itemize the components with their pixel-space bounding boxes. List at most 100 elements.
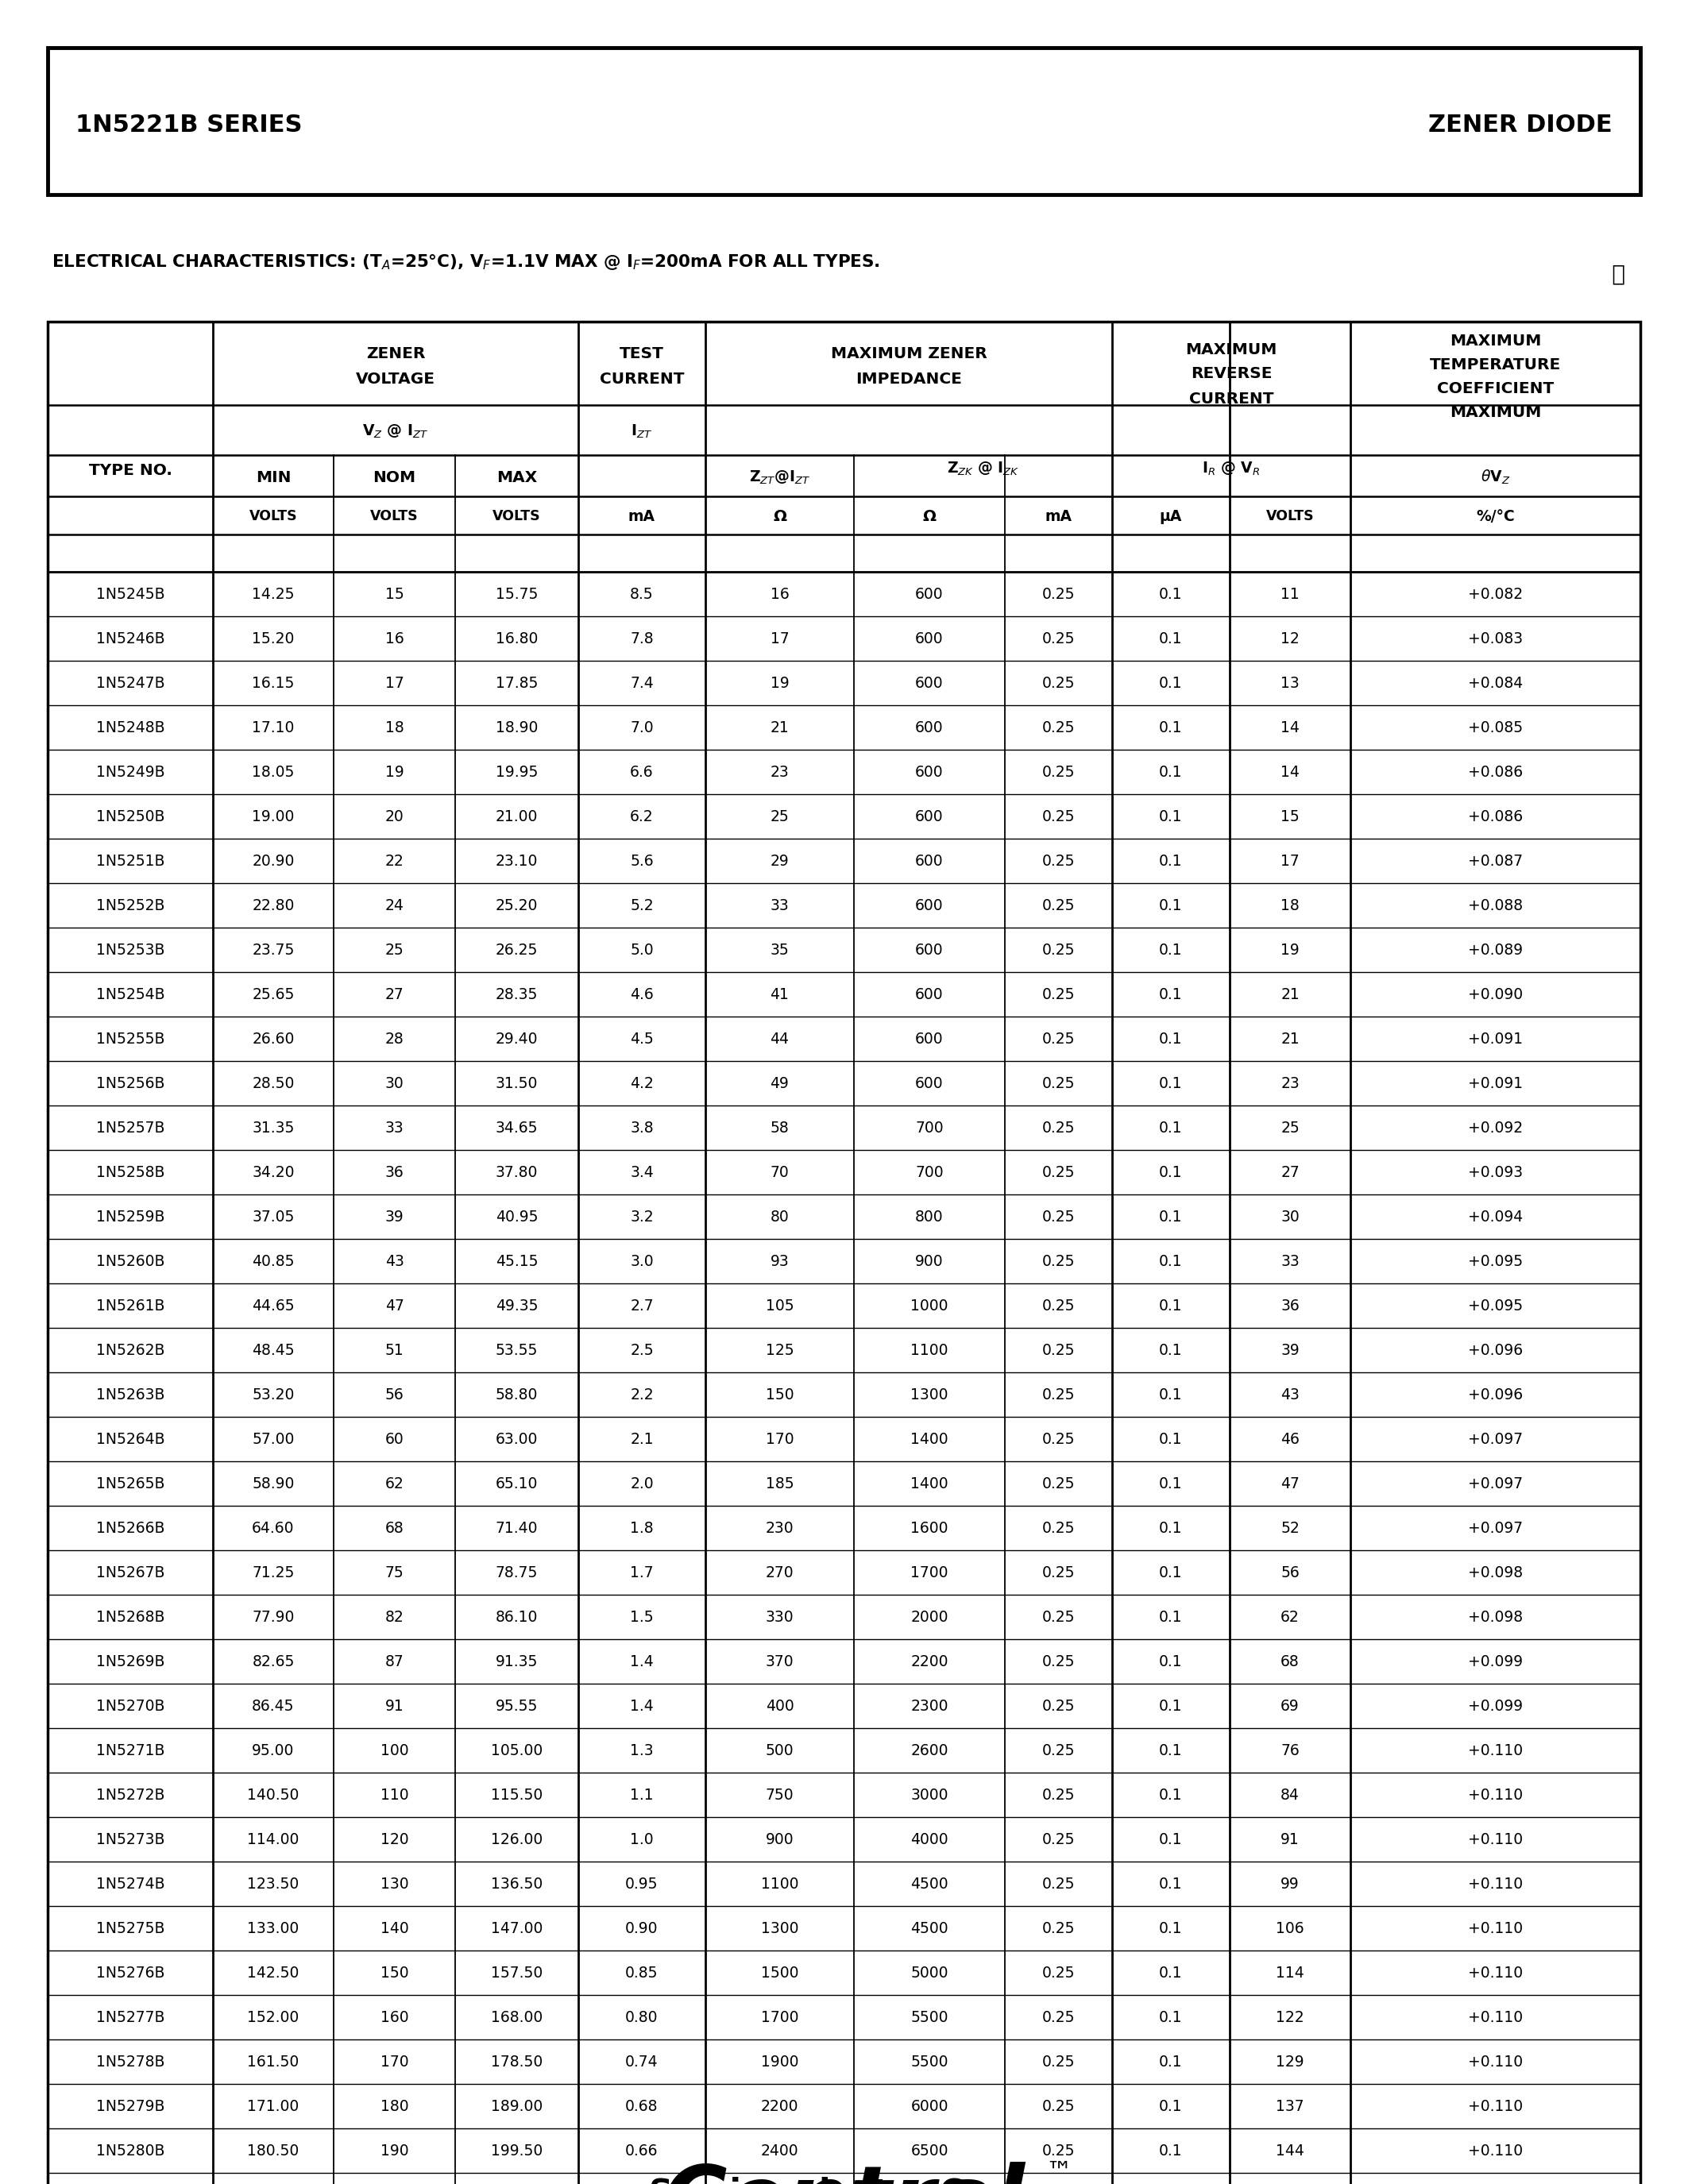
Text: +0.110: +0.110 — [1469, 2009, 1523, 2025]
Text: 700: 700 — [915, 1164, 944, 1179]
Text: VOLTAGE: VOLTAGE — [356, 371, 436, 387]
Text: TEMPERATURE: TEMPERATURE — [1430, 356, 1561, 371]
Text: 136.50: 136.50 — [491, 1876, 542, 1891]
Text: 3.0: 3.0 — [630, 1254, 653, 1269]
Text: 0.1: 0.1 — [1160, 1164, 1183, 1179]
Text: Ω: Ω — [923, 509, 937, 524]
Text: 0.1: 0.1 — [1160, 987, 1183, 1002]
Bar — [47, 48, 1641, 194]
Text: 47: 47 — [385, 1297, 403, 1313]
Text: 22.80: 22.80 — [252, 898, 294, 913]
Text: 95.00: 95.00 — [252, 1743, 294, 1758]
Text: 46: 46 — [1281, 1431, 1300, 1446]
Text: 1N5273B: 1N5273B — [96, 1832, 165, 1848]
Text: 1N5247B: 1N5247B — [96, 675, 165, 690]
Text: +0.099: +0.099 — [1469, 1653, 1523, 1669]
Text: 1N5251B: 1N5251B — [96, 854, 165, 869]
Text: 71.40: 71.40 — [496, 1520, 538, 1535]
Text: 1000: 1000 — [910, 1297, 949, 1313]
Text: 142.50: 142.50 — [246, 1966, 299, 1981]
Text: 190: 190 — [380, 2143, 408, 2158]
Text: 1N5268B: 1N5268B — [96, 1610, 165, 1625]
Text: 0.25: 0.25 — [1041, 1297, 1075, 1313]
Text: 3000: 3000 — [910, 1787, 949, 1802]
Text: 19: 19 — [1281, 941, 1300, 957]
Text: 64.60: 64.60 — [252, 1520, 294, 1535]
Text: 1500: 1500 — [761, 1966, 798, 1981]
Text: 168.00: 168.00 — [491, 2009, 542, 2025]
Text: +0.089: +0.089 — [1469, 941, 1523, 957]
Text: 5.6: 5.6 — [630, 854, 653, 869]
Text: 0.1: 0.1 — [1160, 1876, 1183, 1891]
Text: 23: 23 — [770, 764, 788, 780]
Text: +0.097: +0.097 — [1469, 1520, 1523, 1535]
Text: 82: 82 — [385, 1610, 403, 1625]
Text: 0.25: 0.25 — [1041, 675, 1075, 690]
Text: 1.4: 1.4 — [630, 1699, 653, 1714]
Text: 17: 17 — [770, 631, 788, 646]
Text: 21.00: 21.00 — [496, 808, 538, 823]
Text: 34.20: 34.20 — [252, 1164, 294, 1179]
Text: 0.25: 0.25 — [1041, 808, 1075, 823]
Text: 30: 30 — [385, 1077, 403, 1090]
Text: 0.1: 0.1 — [1160, 941, 1183, 957]
Text: 1.1: 1.1 — [630, 1787, 653, 1802]
Text: 900: 900 — [766, 1832, 793, 1848]
Text: 170: 170 — [766, 1431, 793, 1446]
Text: 0.25: 0.25 — [1041, 1566, 1075, 1579]
Text: 600: 600 — [915, 1031, 944, 1046]
Text: 1N5261B: 1N5261B — [96, 1297, 165, 1313]
Text: 105.00: 105.00 — [491, 1743, 542, 1758]
Text: 14.25: 14.25 — [252, 587, 294, 601]
Text: ELECTRICAL CHARACTERISTICS: (T$_A$=25°C), V$_F$=1.1V MAX @ I$_F$=200mA FOR ALL T: ELECTRICAL CHARACTERISTICS: (T$_A$=25°C)… — [52, 253, 879, 271]
Text: 110: 110 — [380, 1787, 408, 1802]
Text: 1100: 1100 — [761, 1876, 798, 1891]
Text: 1N5269B: 1N5269B — [96, 1653, 165, 1669]
Text: 370: 370 — [766, 1653, 793, 1669]
Text: TYPE NO.: TYPE NO. — [88, 463, 172, 478]
Text: 62: 62 — [385, 1476, 403, 1492]
Text: 40.85: 40.85 — [252, 1254, 294, 1269]
Text: VOLTS: VOLTS — [370, 509, 419, 524]
Text: 1.3: 1.3 — [630, 1743, 653, 1758]
Text: +0.110: +0.110 — [1469, 1743, 1523, 1758]
Text: 0.25: 0.25 — [1041, 941, 1075, 957]
Text: 0.1: 0.1 — [1160, 1431, 1183, 1446]
Text: 48.45: 48.45 — [252, 1343, 295, 1358]
Text: 2.2: 2.2 — [630, 1387, 653, 1402]
Text: 100: 100 — [380, 1743, 408, 1758]
Text: 2300: 2300 — [910, 1699, 949, 1714]
Text: 0.25: 0.25 — [1041, 1610, 1075, 1625]
Text: 3.4: 3.4 — [630, 1164, 653, 1179]
Text: 84: 84 — [1281, 1787, 1300, 1802]
Text: 0.1: 0.1 — [1160, 1610, 1183, 1625]
Text: 13: 13 — [1281, 675, 1300, 690]
Text: MAXIMUM: MAXIMUM — [1185, 343, 1278, 356]
Text: 1N5267B: 1N5267B — [96, 1566, 165, 1579]
Text: 600: 600 — [915, 675, 944, 690]
Text: 150: 150 — [766, 1387, 793, 1402]
Text: 600: 600 — [915, 1077, 944, 1090]
Text: 0.1: 0.1 — [1160, 1566, 1183, 1579]
Text: 0.1: 0.1 — [1160, 2009, 1183, 2025]
Text: 37.80: 37.80 — [496, 1164, 538, 1179]
Text: 0.1: 0.1 — [1160, 854, 1183, 869]
Text: 130: 130 — [380, 1876, 408, 1891]
Text: +0.110: +0.110 — [1469, 2055, 1523, 2068]
Text: 43: 43 — [385, 1254, 403, 1269]
Text: +0.091: +0.091 — [1469, 1077, 1523, 1090]
Text: 0.25: 0.25 — [1041, 1520, 1075, 1535]
Text: 93: 93 — [770, 1254, 788, 1269]
Text: 115.50: 115.50 — [491, 1787, 542, 1802]
Text: 0.25: 0.25 — [1041, 1653, 1075, 1669]
Text: CURRENT: CURRENT — [599, 371, 684, 387]
Text: ZENER: ZENER — [366, 345, 425, 360]
Text: 14: 14 — [1281, 764, 1300, 780]
Text: +0.093: +0.093 — [1469, 1164, 1523, 1179]
Text: 0.1: 0.1 — [1160, 1210, 1183, 1225]
Text: 58.80: 58.80 — [496, 1387, 538, 1402]
Text: +0.097: +0.097 — [1469, 1476, 1523, 1492]
Text: $\theta$V$_Z$: $\theta$V$_Z$ — [1480, 467, 1511, 487]
Text: 900: 900 — [915, 1254, 944, 1269]
Text: 750: 750 — [766, 1787, 793, 1802]
